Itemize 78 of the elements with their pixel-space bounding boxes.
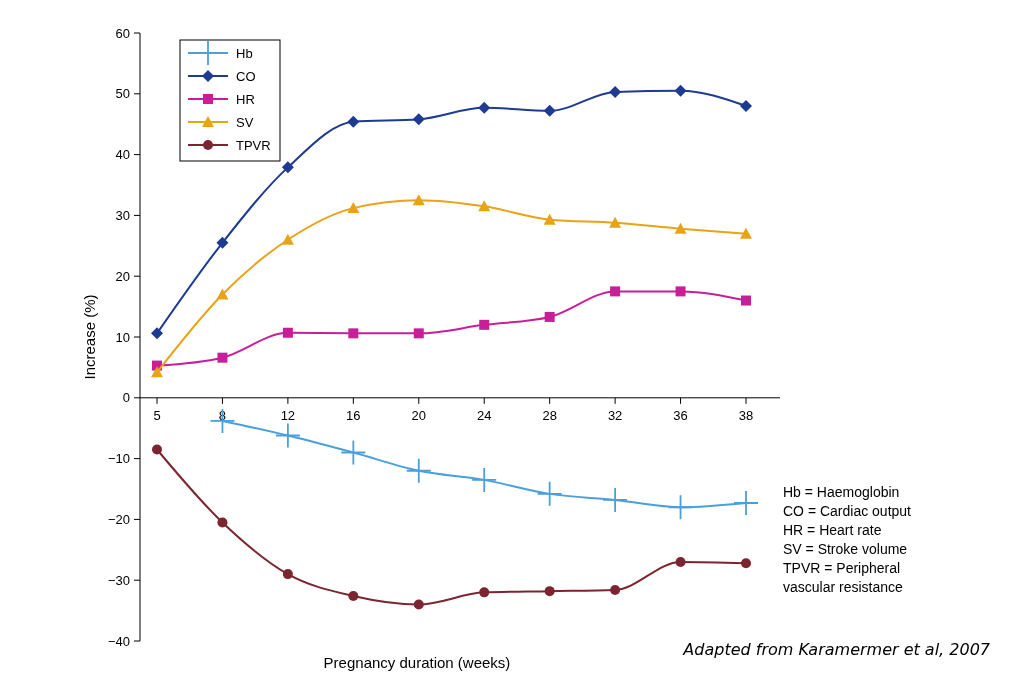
annotation: Adapted from Karamermer et al, 2007 xyxy=(682,640,991,659)
x-tick-label: 36 xyxy=(673,407,688,423)
point xyxy=(412,113,425,126)
point xyxy=(216,236,229,249)
x-tick-label: 20 xyxy=(411,407,427,423)
legend-label: TPVR xyxy=(236,137,271,153)
point xyxy=(479,319,490,330)
point xyxy=(609,85,622,98)
x-tick-label: 12 xyxy=(280,407,296,423)
y-tick-label: −30 xyxy=(107,572,130,588)
y-tick-label: 40 xyxy=(115,147,130,163)
point xyxy=(348,591,359,602)
point xyxy=(412,194,425,206)
point xyxy=(217,352,228,363)
legend-label: Hb xyxy=(236,45,253,61)
x-tick-label: 16 xyxy=(346,407,361,423)
text: Hb = Haemoglobin xyxy=(783,484,900,500)
point xyxy=(347,202,360,214)
point xyxy=(282,569,293,580)
y-tick-label: 20 xyxy=(115,268,130,284)
text: HR = Heart rate xyxy=(783,522,882,538)
point xyxy=(740,227,752,239)
point xyxy=(537,481,562,506)
x-tick-label: 32 xyxy=(607,407,623,423)
point xyxy=(734,490,758,515)
x-tick-label: 28 xyxy=(542,407,557,423)
point xyxy=(603,487,628,512)
point xyxy=(151,327,163,340)
point xyxy=(281,161,294,174)
point xyxy=(281,233,294,245)
x-tick-label: 24 xyxy=(476,407,492,423)
point xyxy=(610,584,621,595)
y-tick-label: −10 xyxy=(107,451,130,467)
point xyxy=(348,328,359,339)
point xyxy=(152,444,162,455)
point xyxy=(543,213,556,225)
point xyxy=(741,295,751,306)
y-tick-label: 10 xyxy=(115,329,130,345)
legend-label: HR xyxy=(236,91,255,107)
point xyxy=(741,558,751,569)
y-tick-label: 0 xyxy=(122,390,130,406)
y-tick-label: 30 xyxy=(115,207,130,223)
text: SV = Stroke volume xyxy=(783,541,908,557)
point xyxy=(413,599,424,610)
point xyxy=(544,586,555,597)
text: vascular resistance xyxy=(783,579,904,595)
x-axis-title: Pregnancy duration (weeks) xyxy=(323,654,511,671)
legend-label: CO xyxy=(236,68,256,84)
y-tick-label: −40 xyxy=(107,633,130,649)
point xyxy=(609,216,622,228)
x-tick-label: 38 xyxy=(738,407,754,423)
point xyxy=(674,84,687,97)
point xyxy=(217,517,228,528)
point xyxy=(544,311,555,322)
point xyxy=(479,587,490,598)
point xyxy=(413,328,424,339)
y-tick-label: −20 xyxy=(107,511,130,527)
point xyxy=(674,222,687,234)
point xyxy=(675,556,686,567)
text: CO = Cardiac output xyxy=(783,503,912,519)
point xyxy=(478,101,491,114)
point xyxy=(406,458,431,483)
point xyxy=(478,200,491,212)
x-tick-label: 5 xyxy=(153,407,161,423)
point xyxy=(282,327,293,338)
point xyxy=(151,366,163,378)
point xyxy=(740,99,752,112)
y-axis-title: Increase (%) xyxy=(81,294,98,380)
point xyxy=(610,286,621,297)
point xyxy=(472,467,497,492)
point xyxy=(543,104,556,117)
y-tick-label: 60 xyxy=(115,25,130,41)
y-tick-label: 50 xyxy=(115,86,130,102)
point xyxy=(347,115,360,128)
text: TPVR = Peripheral xyxy=(783,560,901,576)
legend-label: SV xyxy=(236,114,254,130)
point xyxy=(675,286,686,297)
point xyxy=(216,288,229,300)
